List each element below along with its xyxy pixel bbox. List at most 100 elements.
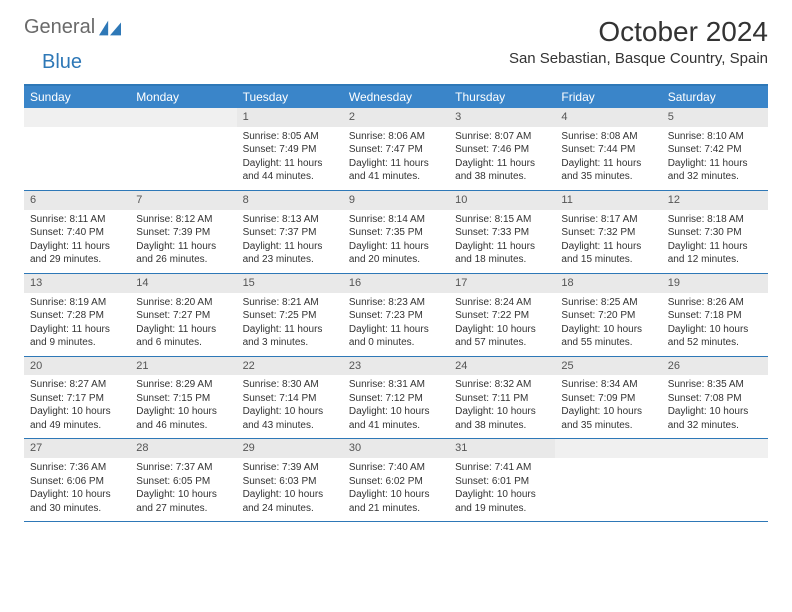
day-number: 23	[343, 357, 449, 376]
sunrise-text: Sunrise: 8:35 AM	[668, 378, 762, 392]
cell-body: Sunrise: 8:34 AMSunset: 7:09 PMDaylight:…	[555, 375, 661, 438]
calendar-cell: 18Sunrise: 8:25 AMSunset: 7:20 PMDayligh…	[555, 274, 661, 356]
sunrise-text: Sunrise: 8:21 AM	[243, 296, 337, 310]
sunset-text: Sunset: 7:22 PM	[455, 309, 549, 323]
sunset-text: Sunset: 7:32 PM	[561, 226, 655, 240]
sunrise-text: Sunrise: 8:29 AM	[136, 378, 230, 392]
daylight-text: Daylight: 11 hours and 0 minutes.	[349, 323, 443, 350]
calendar-cell: 24Sunrise: 8:32 AMSunset: 7:11 PMDayligh…	[449, 357, 555, 439]
daylight-text: Daylight: 10 hours and 19 minutes.	[455, 488, 549, 515]
sunrise-text: Sunrise: 7:37 AM	[136, 461, 230, 475]
day-number: 12	[662, 191, 768, 210]
sunrise-text: Sunrise: 8:25 AM	[561, 296, 655, 310]
cell-body: Sunrise: 8:24 AMSunset: 7:22 PMDaylight:…	[449, 293, 555, 356]
calendar-cell: 1Sunrise: 8:05 AMSunset: 7:49 PMDaylight…	[237, 108, 343, 190]
sunrise-text: Sunrise: 8:26 AM	[668, 296, 762, 310]
daylight-text: Daylight: 10 hours and 32 minutes.	[668, 405, 762, 432]
daylight-text: Daylight: 10 hours and 24 minutes.	[243, 488, 337, 515]
day-number: 27	[24, 439, 130, 458]
sunset-text: Sunset: 7:25 PM	[243, 309, 337, 323]
cell-body: Sunrise: 8:26 AMSunset: 7:18 PMDaylight:…	[662, 293, 768, 356]
day-number: 11	[555, 191, 661, 210]
cell-body: Sunrise: 8:21 AMSunset: 7:25 PMDaylight:…	[237, 293, 343, 356]
sunset-text: Sunset: 7:14 PM	[243, 392, 337, 406]
calendar-cell: 6Sunrise: 8:11 AMSunset: 7:40 PMDaylight…	[24, 191, 130, 273]
sunrise-text: Sunrise: 8:24 AM	[455, 296, 549, 310]
cell-body	[662, 458, 768, 516]
day-number: 22	[237, 357, 343, 376]
location-text: San Sebastian, Basque Country, Spain	[509, 50, 768, 67]
sunset-text: Sunset: 7:11 PM	[455, 392, 549, 406]
weekday-header: Friday	[555, 86, 661, 108]
daylight-text: Daylight: 11 hours and 20 minutes.	[349, 240, 443, 267]
cell-body: Sunrise: 8:11 AMSunset: 7:40 PMDaylight:…	[24, 210, 130, 273]
daylight-text: Daylight: 11 hours and 41 minutes.	[349, 157, 443, 184]
calendar-week: 1 Sunrise: 8:05 AMSunset: 7:49 PM Daylight…	[24, 108, 768, 191]
cell-body: Sunrise: 8:32 AMSunset: 7:11 PMDaylight:…	[449, 375, 555, 438]
daylight-text: Daylight: 11 hours and 15 minutes.	[561, 240, 655, 267]
sunset-text: Sunset: 7:37 PM	[243, 226, 337, 240]
sunset-text: Sunset: 7:17 PM	[30, 392, 124, 406]
cell-body: Sunrise: 8:18 AMSunset: 7:30 PMDaylight:…	[662, 210, 768, 273]
weekday-header: Sunday	[24, 86, 130, 108]
cell-body: Sunrise: 8:20 AMSunset: 7:27 PMDaylight:…	[130, 293, 236, 356]
cell-body: Sunrise: 7:36 AMSunset: 6:06 PMDaylight:…	[24, 458, 130, 521]
daylight-text: Daylight: 11 hours and 23 minutes.	[243, 240, 337, 267]
cell-body: Sunrise: 8:08 AMSunset: 7:44 PMDaylight:…	[555, 127, 661, 190]
calendar-cell: 26Sunrise: 8:35 AMSunset: 7:08 PMDayligh…	[662, 357, 768, 439]
day-number: 17	[449, 274, 555, 293]
day-number: 5	[662, 108, 768, 127]
cell-body: Sunrise: 8:13 AMSunset: 7:37 PMDaylight:…	[237, 210, 343, 273]
sunset-text: Sunset: 7:42 PM	[668, 143, 762, 157]
day-number: 29	[237, 439, 343, 458]
calendar-cell: 22Sunrise: 8:30 AMSunset: 7:14 PMDayligh…	[237, 357, 343, 439]
sunrise-text: Sunrise: 8:08 AM	[561, 130, 655, 144]
day-number: 28	[130, 439, 236, 458]
sunrise-text: Sunrise: 8:23 AM	[349, 296, 443, 310]
sunrise-text: Sunrise: 8:31 AM	[349, 378, 443, 392]
sunset-text: Sunset: 7:35 PM	[349, 226, 443, 240]
daylight-text: Daylight: 10 hours and 52 minutes.	[668, 323, 762, 350]
sunset-text: Sunset: 6:02 PM	[349, 475, 443, 489]
calendar-cell: 4Sunrise: 8:08 AMSunset: 7:44 PMDaylight…	[555, 108, 661, 190]
day-number: 1	[237, 108, 343, 127]
day-number: 30	[343, 439, 449, 458]
cell-body: Sunrise: 7:40 AMSunset: 6:02 PMDaylight:…	[343, 458, 449, 521]
sunrise-text: Sunrise: 8:30 AM	[243, 378, 337, 392]
daylight-text: Daylight: 11 hours and 35 minutes.	[561, 157, 655, 184]
sunrise-text: Sunrise: 8:05 AM	[243, 130, 337, 144]
calendar-cell: 9Sunrise: 8:14 AMSunset: 7:35 PMDaylight…	[343, 191, 449, 273]
sunset-text: Sunset: 7:33 PM	[455, 226, 549, 240]
day-number: 24	[449, 357, 555, 376]
calendar-cell: 17Sunrise: 8:24 AMSunset: 7:22 PMDayligh…	[449, 274, 555, 356]
calendar-cell: 30Sunrise: 7:40 AMSunset: 6:02 PMDayligh…	[343, 439, 449, 521]
calendar-cell: 15Sunrise: 8:21 AMSunset: 7:25 PMDayligh…	[237, 274, 343, 356]
daylight-text: Daylight: 11 hours and 12 minutes.	[668, 240, 762, 267]
day-number: 15	[237, 274, 343, 293]
day-number: 31	[449, 439, 555, 458]
weekday-header: Thursday	[449, 86, 555, 108]
sunrise-text: Sunrise: 8:18 AM	[668, 213, 762, 227]
cell-body: Sunrise: 8:06 AMSunset: 7:47 PMDaylight:…	[343, 127, 449, 190]
calendar-cell: 10Sunrise: 8:15 AMSunset: 7:33 PMDayligh…	[449, 191, 555, 273]
sunset-text: Sunset: 7:44 PM	[561, 143, 655, 157]
day-number: 21	[130, 357, 236, 376]
cell-body: Sunrise: 8:10 AMSunset: 7:42 PMDaylight:…	[662, 127, 768, 190]
cell-body: Sunrise: 8:12 AMSunset: 7:39 PMDaylight:…	[130, 210, 236, 273]
daylight-text: Daylight: 11 hours and 26 minutes.	[136, 240, 230, 267]
sunrise-text: Sunrise: 8:20 AM	[136, 296, 230, 310]
sunset-text: Sunset: 7:49 PM	[243, 143, 337, 157]
cell-body: Sunrise: 7:41 AMSunset: 6:01 PMDaylight:…	[449, 458, 555, 521]
sunrise-text: Sunrise: 8:34 AM	[561, 378, 655, 392]
sail-icon	[99, 20, 121, 36]
brand-word-1: General	[24, 16, 95, 39]
day-number: 3	[449, 108, 555, 127]
cell-body: Sunrise: 8:17 AMSunset: 7:32 PMDaylight:…	[555, 210, 661, 273]
daylight-text: Daylight: 10 hours and 46 minutes.	[136, 405, 230, 432]
sunrise-text: Sunrise: 8:12 AM	[136, 213, 230, 227]
day-number	[24, 108, 130, 127]
day-number: 2	[343, 108, 449, 127]
calendar-cell: 7Sunrise: 8:12 AMSunset: 7:39 PMDaylight…	[130, 191, 236, 273]
calendar-cell: 19Sunrise: 8:26 AMSunset: 7:18 PMDayligh…	[662, 274, 768, 356]
sunset-text: Sunset: 7:20 PM	[561, 309, 655, 323]
